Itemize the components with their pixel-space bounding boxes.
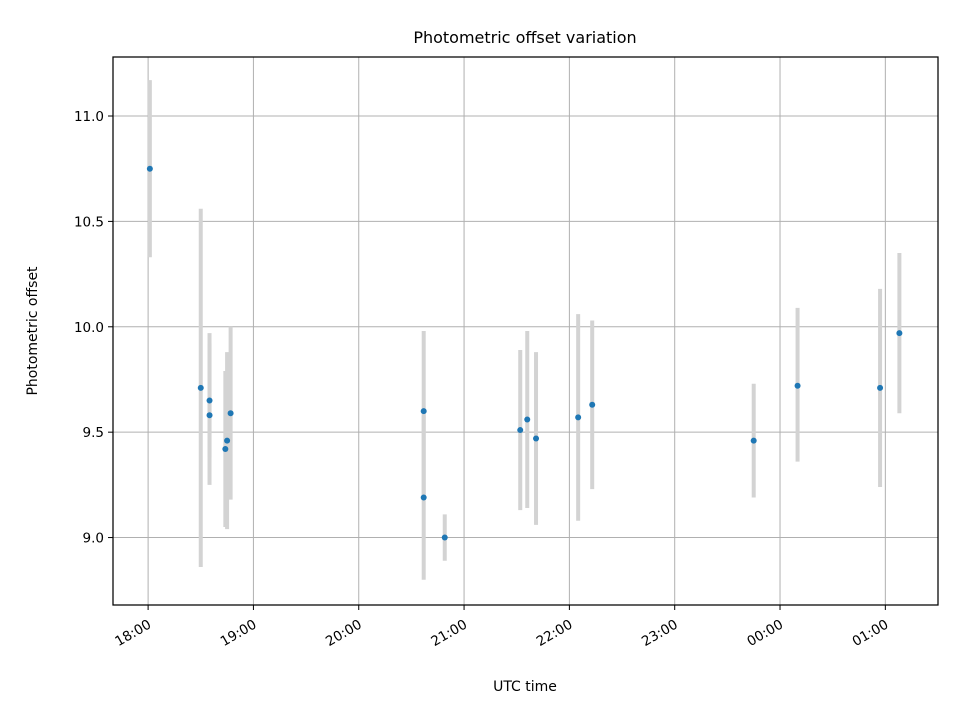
- plot-frame: [112, 56, 939, 606]
- y-tick-label: 11.0: [74, 109, 104, 125]
- x-tick-label: 23:00: [639, 617, 681, 650]
- data-point: [794, 382, 801, 389]
- data-point: [222, 446, 229, 453]
- data-point: [206, 397, 213, 404]
- x-tick-label: 01:00: [850, 617, 892, 650]
- data-point: [420, 494, 427, 501]
- error-bars: [147, 80, 902, 580]
- y-tick-label: 10.0: [74, 320, 104, 336]
- data-points: [146, 165, 903, 541]
- data-point: [589, 401, 596, 408]
- x-tick-label: 00:00: [744, 617, 786, 650]
- y-axis-label: Photometric offset: [25, 266, 41, 396]
- data-point: [896, 330, 903, 337]
- data-point: [420, 408, 427, 415]
- x-tick-label: 18:00: [112, 617, 154, 650]
- data-point: [227, 410, 234, 417]
- data-point: [533, 435, 540, 442]
- data-point: [524, 416, 531, 423]
- data-point: [146, 165, 153, 172]
- y-tick-label: 9.5: [83, 425, 104, 441]
- data-point: [224, 437, 231, 444]
- y-tick-label: 9.0: [83, 531, 104, 547]
- data-point: [206, 412, 213, 419]
- x-tick-label: 22:00: [534, 617, 576, 650]
- data-point: [197, 384, 204, 391]
- data-point: [517, 427, 524, 434]
- data-point: [750, 437, 757, 444]
- x-tick-label: 21:00: [428, 617, 470, 650]
- x-axis-ticks: 18:00 19:00 20:00 21:00 22:00 23:00 00:00 01:00: [112, 605, 891, 650]
- y-axis-ticks: 9.0 9.5 10.0 10.5 11.0: [74, 109, 113, 547]
- grid-lines: [113, 57, 938, 605]
- x-axis-label: UTC time: [493, 679, 557, 695]
- x-tick-label: 20:00: [323, 617, 365, 650]
- data-point: [575, 414, 582, 421]
- data-point: [877, 384, 884, 391]
- x-tick-label: 19:00: [218, 617, 260, 650]
- chart-title: Photometric offset variation: [413, 28, 636, 47]
- data-point: [441, 534, 448, 541]
- y-tick-label: 10.5: [74, 214, 104, 230]
